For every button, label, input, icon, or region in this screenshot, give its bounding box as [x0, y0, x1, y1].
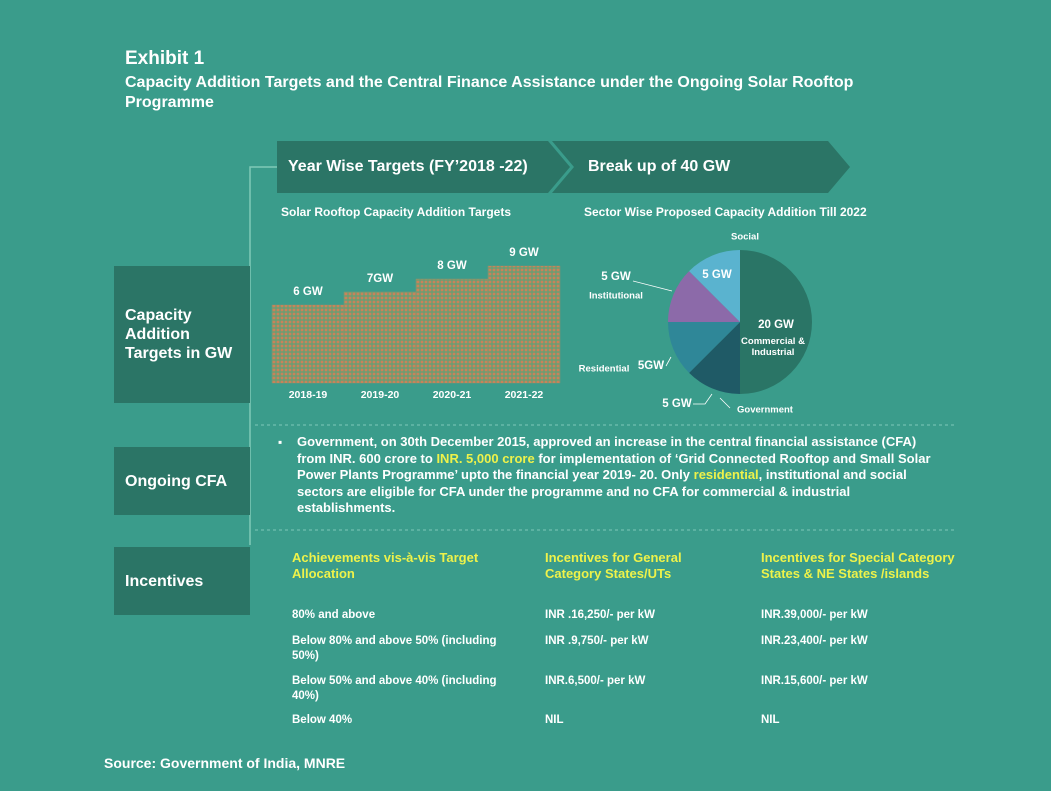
category-label: 2018-19	[289, 389, 328, 401]
value-label: 7GW	[367, 273, 393, 285]
value-label: 20 GW	[758, 319, 794, 331]
pie-slice	[668, 322, 740, 373]
banner	[552, 141, 850, 193]
value-label: 5GW	[637, 360, 665, 372]
cfa-run: Government, on 30th December 2015, appro…	[297, 434, 917, 466]
leader-line	[719, 397, 731, 409]
value-label: 6 GW	[293, 286, 323, 298]
pie-slice	[689, 250, 740, 322]
banner	[277, 141, 570, 193]
category-label: 2019-20	[361, 389, 400, 401]
value-label: 5 GW	[601, 271, 631, 283]
table-cell: NIL	[545, 714, 564, 726]
pie-slice	[668, 271, 740, 322]
cfa-run: , institutional and social sectors are e…	[297, 467, 907, 515]
source: Source: Government of India, MNRE	[104, 755, 346, 771]
table-cell: INR .9,750/- per kW	[545, 635, 649, 647]
chart-title: Sector Wise Proposed Capacity Addition T…	[584, 205, 867, 219]
table-header: Incentives for Special Category States &…	[761, 550, 955, 581]
category-label: 2021-22	[505, 389, 544, 401]
bar	[343, 291, 417, 384]
pie-slice	[740, 250, 812, 394]
table-cell: INR .16,250/- per kW	[545, 609, 655, 621]
leader-line	[693, 393, 713, 405]
value-label: 5 GW	[662, 398, 692, 410]
banner-text: Break up of 40 GW	[588, 158, 731, 175]
bullet: ▪	[278, 435, 283, 449]
table-cell: INR.15,600/- per kW	[761, 675, 868, 687]
cfa-text: Government, on 30th December 2015, appro…	[297, 434, 947, 517]
category-label: 2020-21	[433, 389, 472, 401]
table-header: Incentives for General Category States/U…	[545, 550, 682, 581]
chart-title: Solar Rooftop Capacity Addition Targets	[281, 205, 512, 219]
bar	[271, 304, 345, 384]
pie-slice	[689, 322, 740, 394]
value-label: 8 GW	[437, 260, 467, 272]
value-label: 9 GW	[509, 247, 539, 259]
category-label: Institutional	[589, 290, 643, 302]
exhibit: Exhibit 1	[125, 48, 205, 69]
cfa-run: INR. 5,000 crore	[436, 450, 535, 466]
connector	[249, 166, 277, 545]
cfa-run: for implementation of ‘Grid Connected Ro…	[297, 450, 931, 483]
category-label: Commercial & Industrial	[741, 336, 805, 358]
cfa-run: residential	[693, 467, 759, 482]
table-cell: INR.39,000/- per kW	[761, 609, 868, 621]
section-label: Ongoing CFA	[114, 447, 250, 515]
bar	[487, 265, 561, 384]
category-label: Social	[731, 231, 759, 243]
category-label: Residential	[578, 363, 630, 375]
table-header: Achievements vis-à-vis Target Allocation	[292, 550, 479, 581]
leader-line	[632, 280, 673, 292]
table-cell: 80% and above	[292, 609, 376, 621]
table-cell: Below 80% and above 50% (including 50%)	[292, 635, 497, 662]
category-label: Government	[737, 404, 793, 416]
banner-text: Year Wise Targets (FY’2018 -22)	[288, 158, 528, 175]
table-cell: Below 50% and above 40% (including 40%)	[292, 675, 497, 702]
table-cell: Below 40%	[292, 714, 353, 726]
table-cell: INR.23,400/- per kW	[761, 635, 868, 647]
section-label: Incentives	[114, 547, 250, 615]
title: Capacity Addition Targets and the Centra…	[125, 74, 854, 111]
bar	[415, 278, 489, 384]
value-label: 5 GW	[702, 269, 732, 281]
section-label: Capacity Addition Targets in GW	[114, 266, 250, 403]
charts: 6 GW 2018-19 7GW 2019-20 8 GW 2020-21 9 GW 2021…	[271, 247, 812, 409]
table-cell: INR.6,500/- per kW	[545, 675, 646, 687]
leader-line	[665, 356, 672, 367]
table-cell: NIL	[761, 714, 780, 726]
